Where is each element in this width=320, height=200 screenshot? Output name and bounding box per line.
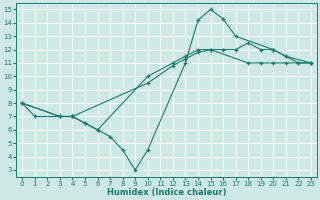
X-axis label: Humidex (Indice chaleur): Humidex (Indice chaleur) xyxy=(107,188,226,197)
